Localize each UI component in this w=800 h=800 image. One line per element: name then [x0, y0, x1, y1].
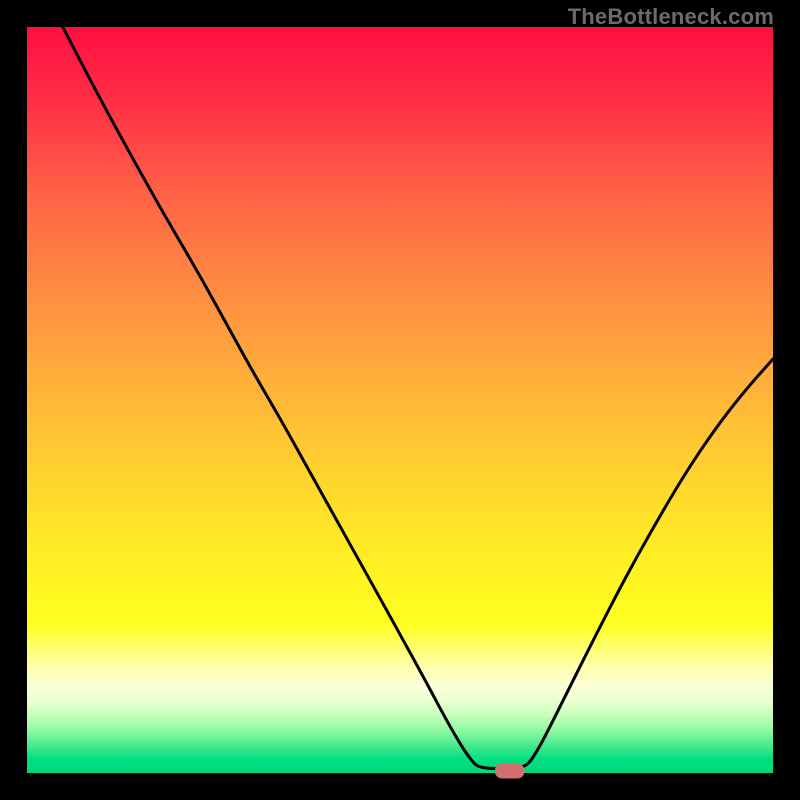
optimal-point-marker: [494, 763, 525, 778]
bottleneck-curve: [27, 27, 773, 773]
chart-frame: TheBottleneck.com: [0, 0, 800, 800]
plot-area: [27, 27, 773, 773]
